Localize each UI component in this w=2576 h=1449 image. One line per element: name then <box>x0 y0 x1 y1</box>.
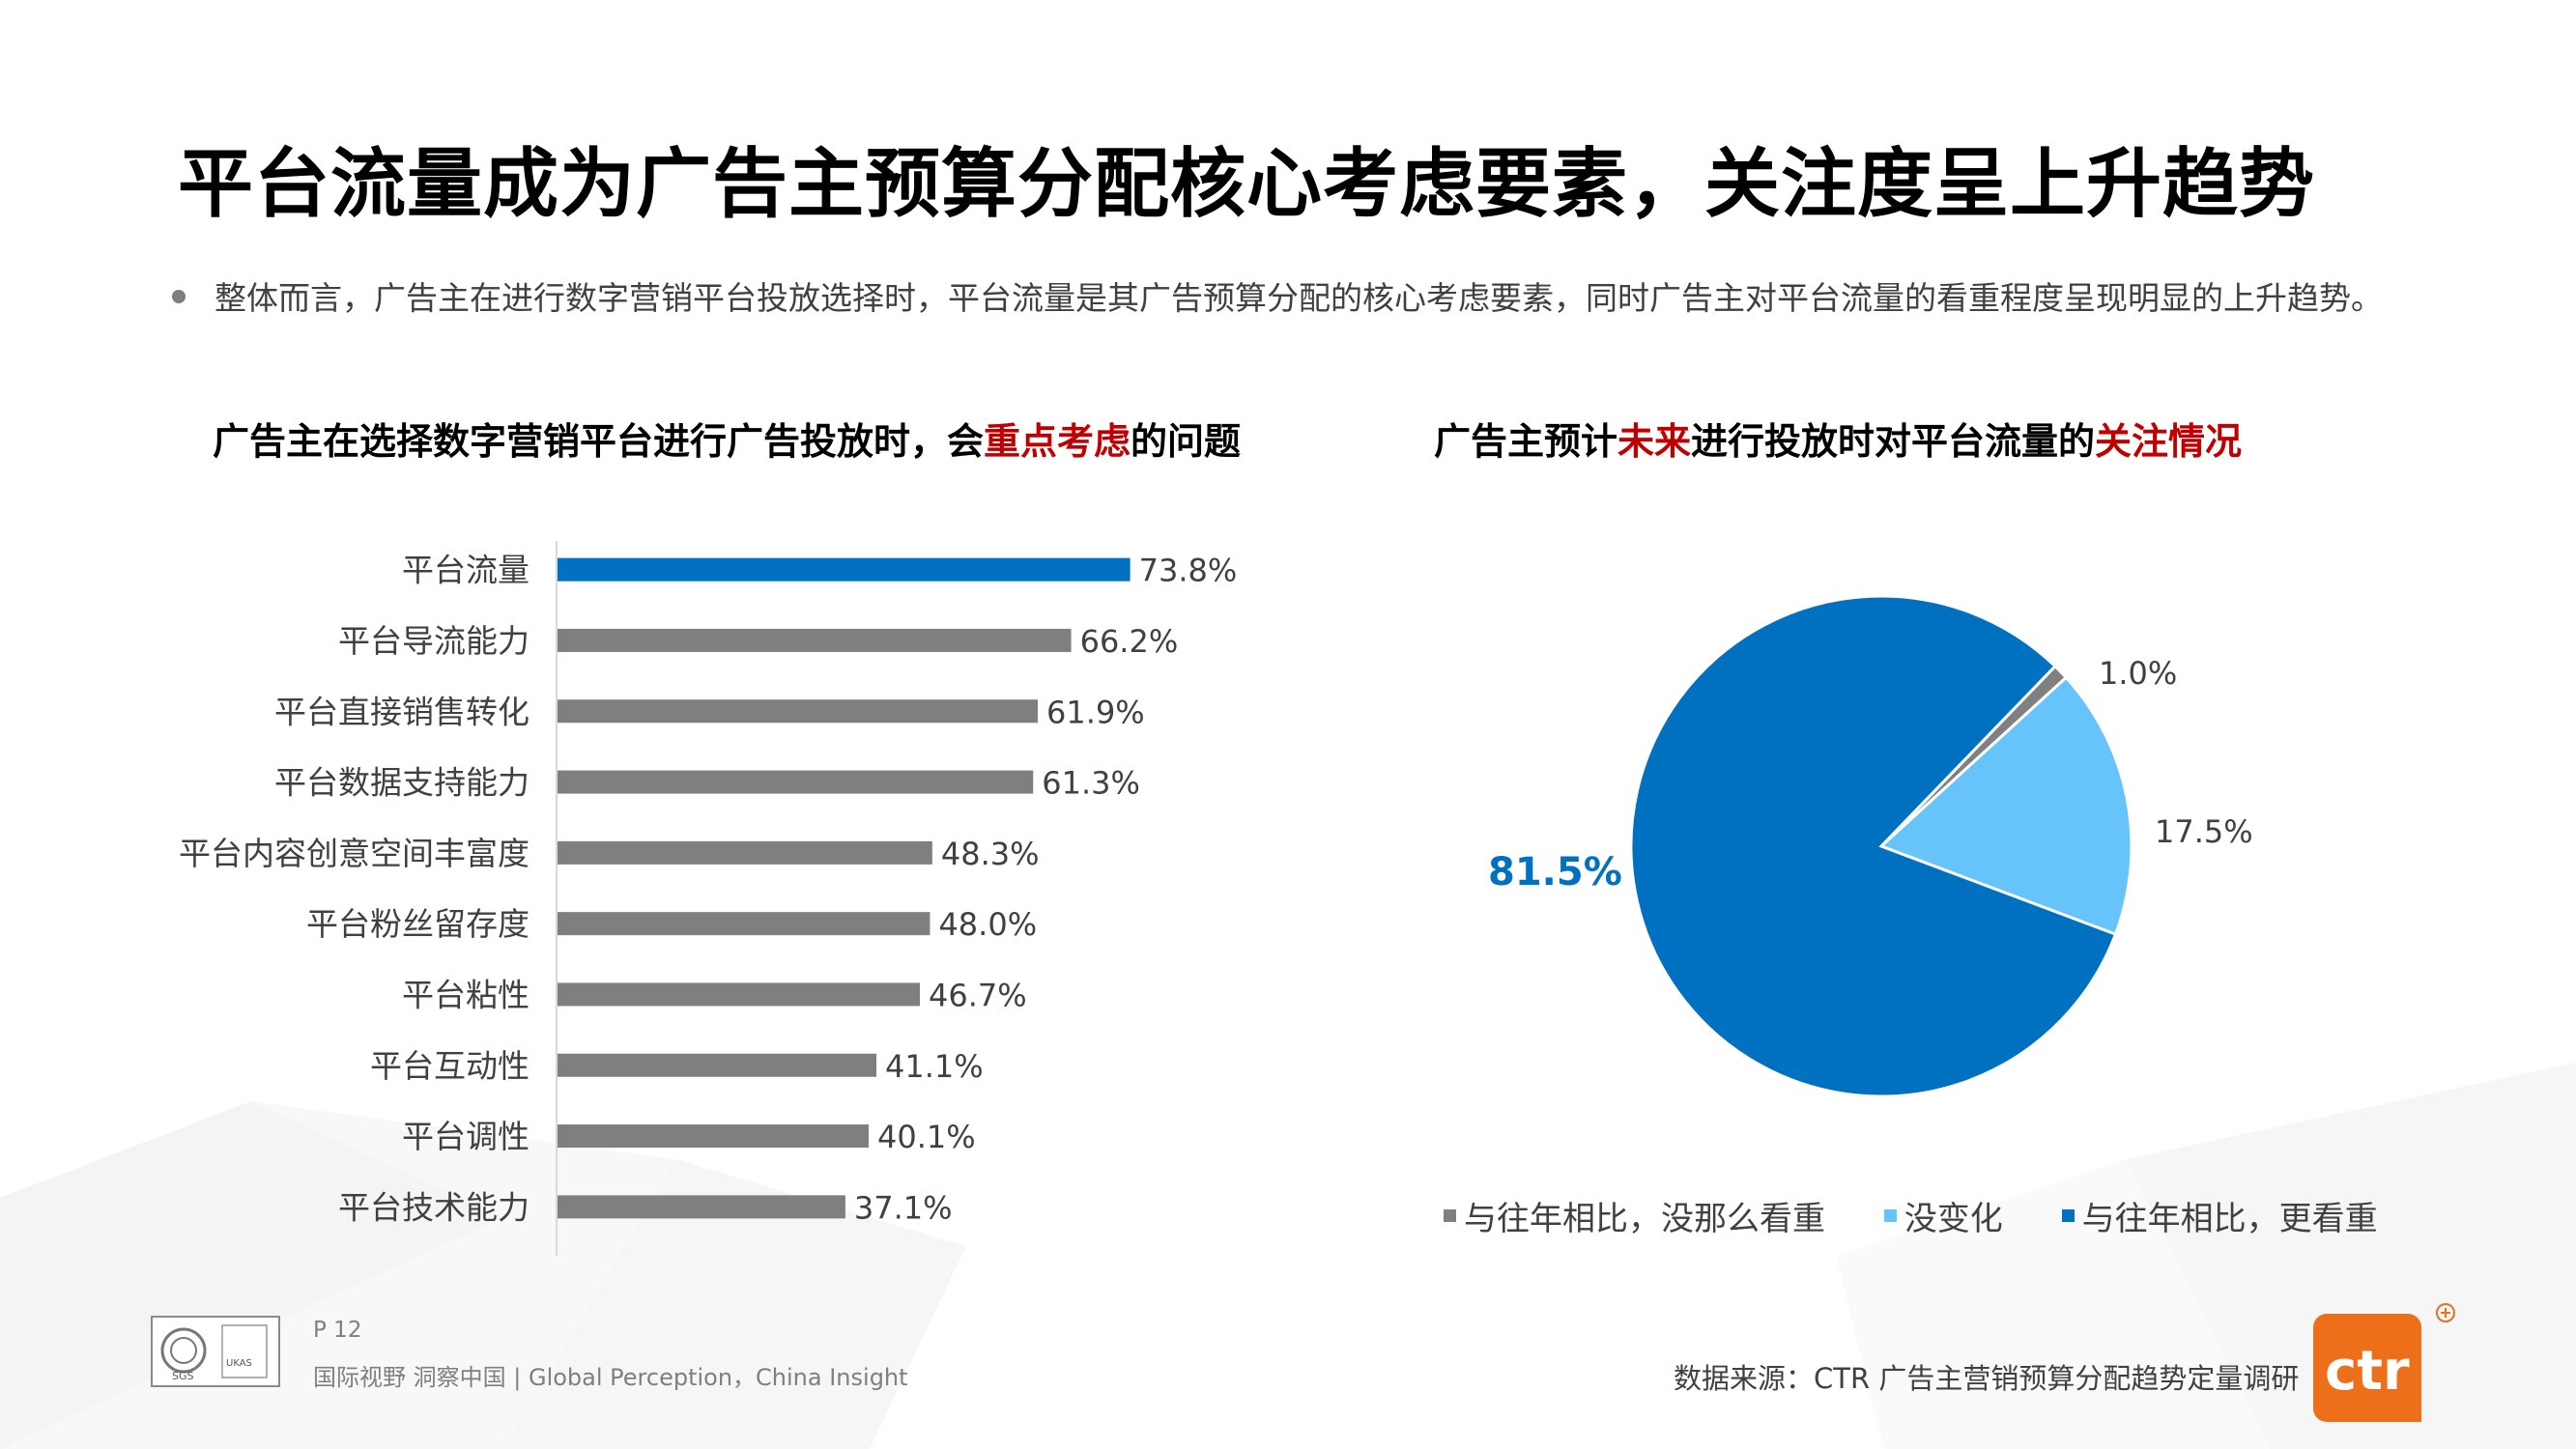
subtitle-text: 进行投放时对平台流量的 <box>1691 420 2096 463</box>
bar-value-label: 46.7% <box>929 977 1027 1013</box>
bar <box>558 699 1039 724</box>
footer-slogan: 国际视野 洞察中国 | Global Perception，China Insi… <box>313 1364 908 1391</box>
bar-value-label: 61.3% <box>1042 765 1140 802</box>
legend-item: 与往年相比，没那么看重 <box>1444 1192 1825 1239</box>
page-title: 平台流量成为广告主预算分配核心考虑要素，关注度呈上升趋势 <box>178 141 2316 228</box>
subtitle-text: 的问题 <box>1131 420 1242 463</box>
category-label: 平台粉丝留存度 <box>306 905 530 943</box>
bar <box>558 628 1072 652</box>
pie-chart: 1.0% 17.5% 81.5% <box>1488 594 2253 1098</box>
category-label: 平台流量 <box>402 552 530 589</box>
category-label: 平台数据支持能力 <box>274 764 530 802</box>
category-label: 平台导流能力 <box>338 622 530 660</box>
subtitle-text: 广告主预计 <box>1434 420 1618 463</box>
bar <box>558 770 1034 794</box>
category-label: 平台内容创意空间丰富度 <box>179 835 530 872</box>
category-label: 平台直接销售转化 <box>274 693 530 730</box>
category-label: 平台粘性 <box>402 976 530 1013</box>
legend-swatch <box>1444 1209 1456 1222</box>
bar <box>558 1124 870 1149</box>
legend-swatch <box>2061 1209 2075 1222</box>
bar-chart: 平台流量 73.8% 平台导流能力 66.2% 平台直接销售转化 61.9% 平台数据支持能… <box>179 541 1238 1256</box>
legend-item: 与往年相比，更看重 <box>2061 1192 2378 1239</box>
pie-slice <box>1878 675 2133 937</box>
bar-value-label: 37.1% <box>854 1189 953 1226</box>
bullet-icon <box>172 289 186 303</box>
bar <box>558 912 930 936</box>
bar <box>558 557 1131 582</box>
pie-value-label: 1.0% <box>2099 655 2177 692</box>
legend-item: 没变化 <box>1883 1192 2003 1239</box>
pie-value-label: 81.5% <box>1488 850 1622 895</box>
subtitle-highlight: 重点考虑 <box>984 420 1131 463</box>
pie-legend: 与往年相比，没那么看重 没变化 与往年相比，更看重 <box>1444 1192 2426 1239</box>
legend-swatch <box>1883 1209 1897 1222</box>
summary-bullet: 整体而言，广告主在进行数字营销平台投放选择时，平台流量是其广告预算分配的核心考虑… <box>172 272 2383 319</box>
bar <box>558 840 932 865</box>
legend-label: 没变化 <box>1903 1200 2003 1238</box>
bar-value-label: 41.1% <box>885 1048 984 1085</box>
bar-value-label: 48.3% <box>941 836 1040 872</box>
subtitle-text: 广告主在选择数字营销平台进行广告投放时，会 <box>213 420 985 463</box>
cert-text: UKAS <box>226 1358 252 1369</box>
bar-chart-subtitle: 广告主在选择数字营销平台进行广告投放时，会重点考虑的问题 <box>213 412 1241 465</box>
subtitle-highlight: 未来 <box>1617 420 1692 463</box>
category-label: 平台技术能力 <box>338 1188 530 1226</box>
svg-text:ctr: ctr <box>2325 1340 2410 1403</box>
bar-value-label: 61.9% <box>1046 694 1145 730</box>
certification-logo: SGS UKAS <box>151 1316 280 1387</box>
data-source: 数据来源：CTR 广告主营销预算分配趋势定量调研 <box>1674 1362 2300 1395</box>
category-label: 平台互动性 <box>370 1047 530 1085</box>
bar-value-label: 48.0% <box>938 906 1037 943</box>
bar <box>558 1195 845 1219</box>
pie-value-label: 17.5% <box>2155 813 2253 850</box>
bar <box>558 982 921 1007</box>
bar <box>558 1053 877 1077</box>
bar-value-label: 40.1% <box>877 1119 976 1155</box>
category-label: 平台调性 <box>402 1118 530 1155</box>
ctr-logo: ctr <box>2313 1314 2421 1422</box>
registered-icon <box>2436 1303 2455 1322</box>
bar-value-label: 73.8% <box>1139 553 1238 589</box>
summary-text: 整体而言，广告主在进行数字营销平台投放选择时，平台流量是其广告预算分配的核心考虑… <box>215 279 2383 317</box>
legend-label: 与往年相比，没那么看重 <box>1464 1200 1825 1238</box>
legend-label: 与往年相比，更看重 <box>2081 1200 2378 1238</box>
cert-text: SGS <box>172 1370 194 1382</box>
subtitle-highlight: 关注情况 <box>2095 420 2243 463</box>
bar-value-label: 66.2% <box>1080 623 1179 660</box>
pie-chart-subtitle: 广告主预计未来进行投放时对平台流量的关注情况 <box>1434 412 2242 465</box>
page-number: P 12 <box>313 1318 362 1343</box>
pie-slice <box>1629 594 2118 1098</box>
